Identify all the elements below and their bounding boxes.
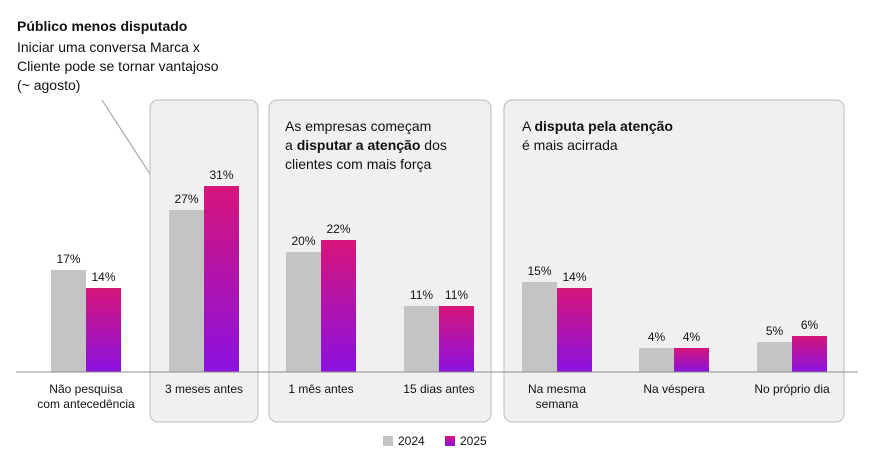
bar-2025-2 xyxy=(321,240,356,372)
category-label-6: No próprio dia xyxy=(754,382,830,396)
value-label-2025-0: 14% xyxy=(91,270,115,284)
value-label-2024-0: 17% xyxy=(56,252,80,266)
annotation-line-2: (~ agosto) xyxy=(17,77,80,93)
value-label-2024-2: 20% xyxy=(291,234,315,248)
bar-2025-5 xyxy=(674,348,709,372)
annotation-title: Público menos disputado xyxy=(17,18,187,34)
bar-2025-1 xyxy=(204,186,239,372)
value-label-2024-4: 15% xyxy=(527,264,551,278)
legend-label-2024: 2024 xyxy=(398,434,425,448)
value-label-2025-2: 22% xyxy=(326,222,350,236)
value-label-2024-3: 11% xyxy=(410,288,433,302)
bar-2025-0 xyxy=(86,288,121,372)
value-label-2025-4: 14% xyxy=(562,270,586,284)
legend-swatch-2024 xyxy=(383,436,393,446)
legend-label-2025: 2025 xyxy=(460,434,487,448)
bar-2024-1 xyxy=(169,210,204,372)
panel-mid-note-line-2: clientes com mais força xyxy=(285,156,431,172)
panel-right-note-line-0: A disputa pela atenção xyxy=(522,118,673,134)
value-label-2025-1: 31% xyxy=(209,168,233,182)
category-label-3: 15 dias antes xyxy=(403,382,474,396)
value-label-2025-5: 4% xyxy=(683,330,701,344)
value-label-2024-6: 5% xyxy=(766,324,784,338)
bar-2024-0 xyxy=(51,270,86,372)
category-label-5: Na véspera xyxy=(643,382,705,396)
legend-swatch-2025 xyxy=(445,436,455,446)
bar-2025-6 xyxy=(792,336,827,372)
annotation-line-1: Cliente pode se tornar vantajoso xyxy=(17,58,219,74)
category-label-2: 1 mês antes xyxy=(288,382,353,396)
value-label-2024-5: 4% xyxy=(648,330,666,344)
panel-mid-note-line-0: As empresas começam xyxy=(285,118,431,134)
panel-right-note-line-1: é mais acirrada xyxy=(522,137,618,153)
value-label-2025-3: 11% xyxy=(445,288,468,302)
annotation-connector-line xyxy=(101,99,151,175)
category-label-1: 3 meses antes xyxy=(165,382,243,396)
bar-2024-3 xyxy=(404,306,439,372)
bar-2025-4 xyxy=(557,288,592,372)
bar-2025-3 xyxy=(439,306,474,372)
value-label-2024-1: 27% xyxy=(174,192,198,206)
bar-2024-2 xyxy=(286,252,321,372)
bar-2024-5 xyxy=(639,348,674,372)
value-label-2025-6: 6% xyxy=(801,318,819,332)
annotation-line-0: Iniciar uma conversa Marca x xyxy=(17,39,200,55)
bar-2024-4 xyxy=(522,282,557,372)
bar-2024-6 xyxy=(757,342,792,372)
panel-mid-note-line-1: a disputar a atenção dos xyxy=(285,137,447,153)
category-label-4: Na mesma semana xyxy=(528,382,586,411)
category-label-0: Não pesquisa com antecedência xyxy=(37,382,135,411)
